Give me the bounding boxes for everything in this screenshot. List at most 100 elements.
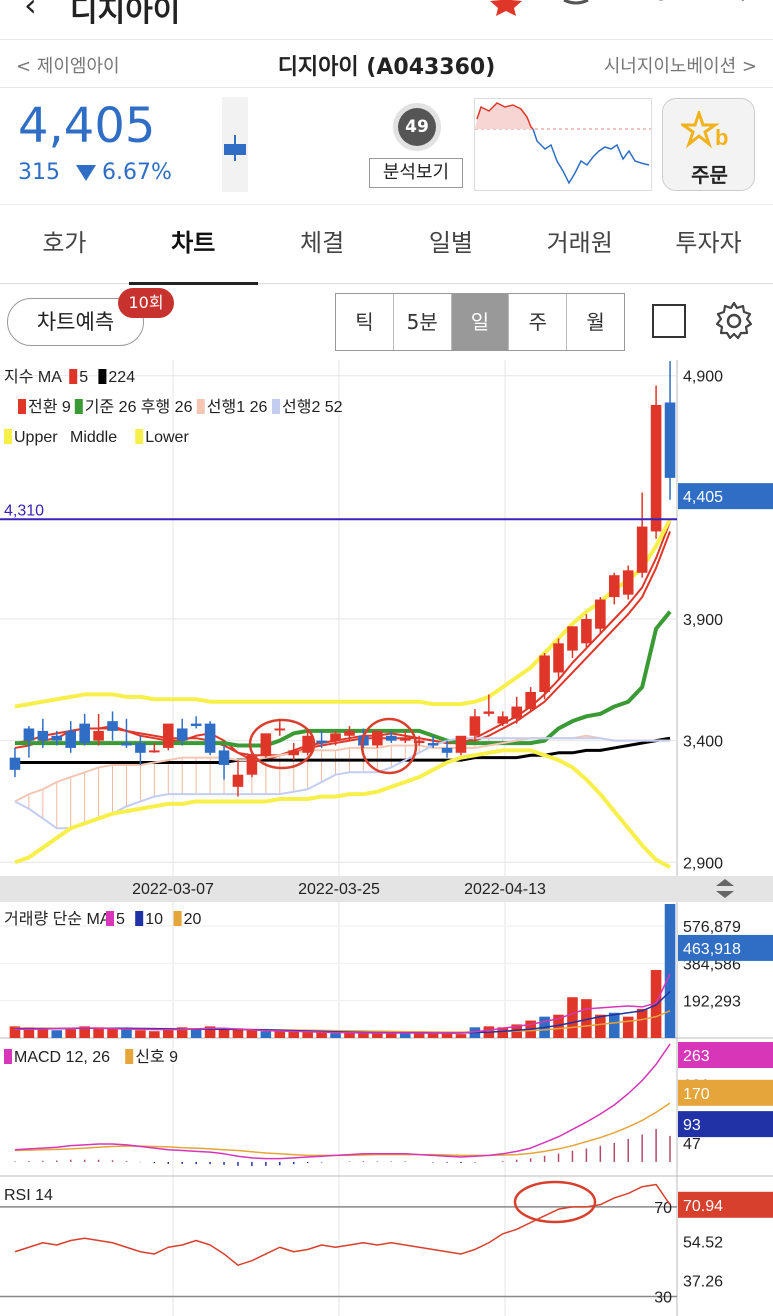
volume-current-tag (678, 934, 773, 961)
candle-body (9, 757, 21, 770)
volume-bar (9, 1026, 21, 1038)
rsi-y-tick: 70 (654, 1200, 672, 1217)
candle-body (135, 743, 146, 753)
tab-3[interactable]: 일별 (428, 229, 473, 257)
predict-count-badge: 10회 (118, 288, 174, 318)
price-legend-text: 224 (108, 369, 135, 386)
candle-body (595, 599, 606, 629)
candle-body (567, 626, 578, 651)
period-4[interactable]: 월 (586, 310, 605, 334)
volume-bar (372, 1032, 383, 1038)
volume-bar (37, 1028, 49, 1038)
prev-stock-link[interactable]: < 제이엠아이 (16, 56, 120, 77)
volume-bar (135, 1030, 146, 1038)
volume-bar (567, 997, 578, 1038)
price-legend-text: 5 (79, 369, 88, 386)
volume-bar (232, 1028, 244, 1038)
analysis-score[interactable]: 49 (398, 108, 436, 146)
back-arrow-icon[interactable]: ‹ (24, 0, 37, 24)
volume-bar (93, 1027, 104, 1038)
macd-legend-text: MACD 12, 26 (14, 1049, 110, 1066)
volume-bar (455, 1034, 467, 1038)
volume-bar (553, 1014, 564, 1038)
ichimoku-legend-swatch (272, 399, 280, 414)
svg-text:b: b (715, 125, 728, 150)
current-price-tag (678, 483, 773, 510)
tab-5[interactable]: 투자자 (675, 229, 742, 257)
stock-chart[interactable]: 4,900 3,900 3,400 2,900 4,310 4,405 지수 MA 5 224… (0, 360, 773, 1316)
stock-name: 디지아이 (A043360) (277, 55, 496, 80)
order-label: 주문 (691, 163, 728, 187)
date-tick: 2022-03-07 (132, 881, 214, 898)
chart-predict-button[interactable]: 차트예측 (7, 298, 144, 346)
tab-4[interactable]: 거래원 (546, 229, 613, 257)
series-line-선행2-52 (14, 737, 671, 830)
candle-body (51, 735, 63, 741)
score-ring (393, 103, 441, 151)
candle-body (553, 643, 564, 673)
tab-0[interactable]: 호가 (42, 229, 87, 257)
next-stock-link[interactable]: 시너지이노베이션 > (603, 56, 757, 77)
volume-bar (399, 1033, 411, 1038)
volume-bar (427, 1033, 439, 1038)
candle-body (218, 750, 230, 765)
analysis-button[interactable]: 분석보기 (369, 158, 463, 188)
ichimoku-legend-text: 선행1 26 (207, 398, 268, 416)
bell-icon[interactable] (560, 0, 592, 14)
gear-icon[interactable] (713, 300, 755, 342)
search-icon[interactable] (710, 0, 750, 14)
volume-y-tick: 192,293 (683, 994, 741, 1011)
tab-1[interactable]: 차트 (128, 205, 258, 285)
volume-bar (162, 1028, 174, 1038)
candle-body (260, 733, 272, 756)
series-line-Lower (14, 748, 671, 869)
candle-body (176, 728, 188, 741)
macd-tag (678, 1079, 773, 1106)
tab-2[interactable]: 체결 (299, 229, 345, 257)
stock-navigation: < 제이엠아이 디지아이 (A043360) 시너지이노베이션 > (0, 40, 773, 88)
reference-price-label: 4,310 (4, 502, 44, 519)
ichimoku-legend-swatch (18, 399, 26, 414)
period-3[interactable]: 주 (509, 294, 568, 350)
period-selector: 틱 5분 일 주 월 (335, 293, 625, 351)
volume-bar (302, 1032, 313, 1038)
period-1[interactable]: 5분 (394, 294, 452, 350)
volume-legend-text: 5 (116, 911, 125, 928)
rsi-y-tick: 37.26 (683, 1273, 723, 1290)
candle-body (664, 402, 676, 478)
kb-star-icon: b (681, 111, 728, 150)
candle-body (149, 750, 160, 753)
price-y-tick: 2,900 (683, 855, 723, 872)
volume-bar (176, 1027, 188, 1038)
rsi-legend-text: RSI 14 (4, 1187, 53, 1204)
volume-legend-swatch (135, 911, 144, 926)
volume-bar (23, 1027, 35, 1038)
candle-body (344, 730, 355, 736)
bollinger-legend-swatch (135, 429, 144, 444)
candle-body (455, 735, 467, 753)
candle-body (525, 691, 536, 710)
candle-body (302, 735, 313, 753)
macd-tag-label: 263 (683, 1048, 710, 1065)
bollinger-legend-swatch (4, 429, 12, 444)
fullscreen-icon[interactable] (652, 304, 686, 338)
volume-bar (204, 1026, 216, 1038)
price-legend-swatch (98, 369, 107, 384)
rsi-current-tag (678, 1191, 773, 1218)
volume-bar (107, 1028, 118, 1038)
rsi-y-tick: 54.52 (683, 1235, 723, 1252)
candle-body (232, 774, 244, 787)
order-button[interactable]: b 주문 (662, 98, 755, 191)
settings-icon[interactable] (648, 0, 674, 14)
current-price-tag-label: 4,405 (683, 489, 723, 506)
candle-body (399, 738, 411, 741)
volume-bar (218, 1029, 230, 1038)
series-line-Upper (14, 518, 672, 709)
change-amount: 315 (18, 160, 60, 185)
period-0[interactable]: 틱 (336, 294, 394, 350)
candle-body (246, 755, 258, 775)
volume-bar (344, 1032, 355, 1038)
price-legend-swatch (69, 369, 78, 384)
favorite-star-icon[interactable] (488, 0, 524, 16)
period-2[interactable]: 일 (451, 294, 510, 350)
